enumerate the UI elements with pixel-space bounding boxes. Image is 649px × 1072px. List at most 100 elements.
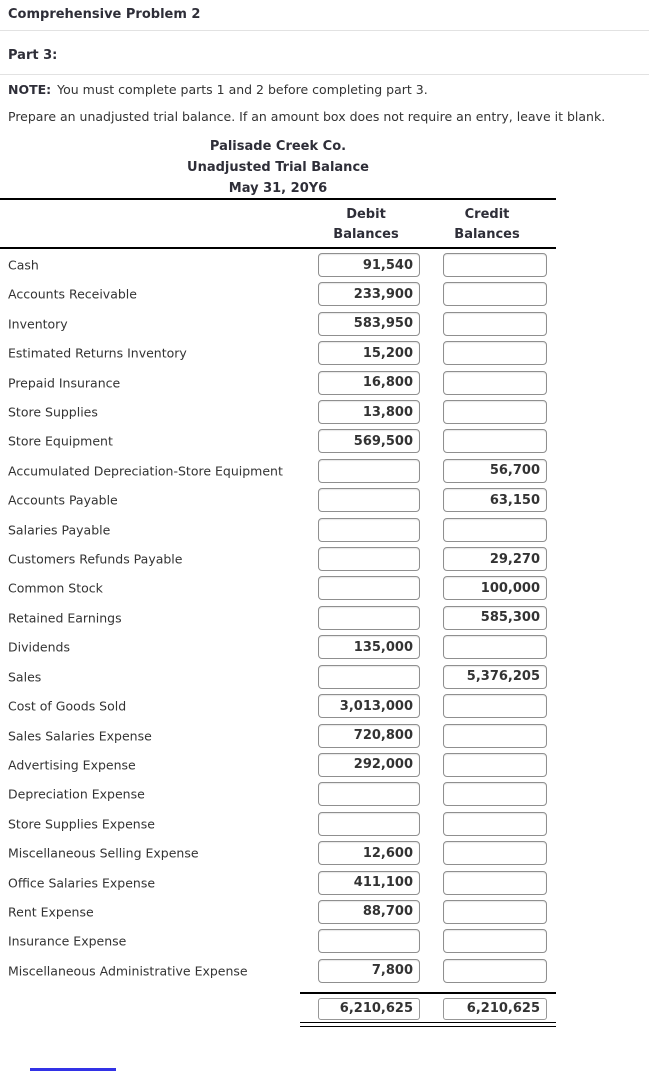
credit-input[interactable] [443,899,547,924]
debit-input[interactable] [318,576,420,601]
debit-input[interactable] [318,664,420,689]
credit-input[interactable] [443,664,547,689]
debit-input[interactable] [318,282,420,307]
credit-input[interactable] [443,429,547,454]
table-row: Sales Salaries Expense [0,723,556,753]
debit-input[interactable] [318,958,420,983]
section-divider [0,74,649,75]
debit-input[interactable] [318,488,420,513]
debit-input[interactable] [318,370,420,395]
credit-input[interactable] [443,929,547,954]
statement-company: Palisade Creek Co. [209,139,347,154]
debit-input[interactable] [318,341,420,366]
credit-input[interactable] [443,400,547,425]
debit-input[interactable] [318,782,420,807]
credit-input[interactable] [443,282,547,307]
credit-input[interactable] [443,547,547,572]
debit-input[interactable] [318,870,420,895]
table-row: Insurance Expense [0,929,556,958]
note-text: NOTE: You must complete parts 1 and 2 bef… [8,82,428,97]
account-label: Inventory [8,316,68,332]
rows: Cash Accounts Receivable Inventory Estim… [0,253,556,988]
table-row: Office Salaries Expense [0,870,556,900]
page-title: Comprehensive Problem 2 [8,7,201,22]
account-label: Depreciation Expense [8,786,145,802]
totals-double-rule [300,1022,556,1027]
account-label: Cost of Goods Sold [8,698,127,714]
account-label: Estimated Returns Inventory [8,345,187,361]
credit-input[interactable] [443,782,547,807]
credit-total-box: 6,210,625 [443,998,547,1020]
account-label: Insurance Expense [8,933,127,949]
debit-input[interactable] [318,458,420,483]
debit-input[interactable] [318,899,420,924]
account-label: Store Equipment [8,433,113,449]
account-label: Salaries Payable [8,522,111,538]
account-label: Miscellaneous Selling Expense [8,845,199,861]
debit-input[interactable] [318,723,420,748]
credit-input[interactable] [443,635,547,660]
debit-input[interactable] [318,517,420,542]
account-label: Sales Salaries Expense [8,728,152,743]
table-row: Store Supplies [0,400,556,429]
credit-input[interactable] [443,958,547,983]
table-row: Sales [0,664,556,694]
credit-input[interactable] [443,311,547,336]
credit-input[interactable] [443,811,547,836]
account-label: Accounts Payable [8,492,118,508]
credit-input[interactable] [443,605,547,630]
debit-input[interactable] [318,929,420,954]
credit-input[interactable] [443,370,547,395]
table-row: Estimated Returns Inventory [0,341,556,370]
table-row: Customers Refunds Payable [0,547,556,576]
table-row: Accounts Payable [0,488,556,517]
debit-input[interactable] [318,547,420,572]
account-label: Store Supplies Expense [8,816,155,832]
table-row: Inventory [0,311,556,341]
credit-input[interactable] [443,488,547,513]
table-row: Accounts Receivable [0,282,556,311]
account-label: Common Stock [8,580,103,596]
credit-input[interactable] [443,458,547,483]
table-row: Store Supplies Expense [0,811,556,841]
table-row: Advertising Expense [0,752,556,782]
debit-input[interactable] [318,811,420,836]
totals-top-rule [300,992,556,994]
note-label: NOTE: [8,82,52,97]
credit-input[interactable] [443,253,547,277]
table-row: Salaries Payable [0,517,556,547]
debit-input[interactable] [318,752,420,777]
debit-input[interactable] [318,311,420,336]
table-row: Miscellaneous Selling Expense [0,841,556,870]
account-label: Retained Earnings [8,610,122,626]
account-label: Customers Refunds Payable [8,551,183,567]
debit-column-header: Debit Balances [333,207,399,242]
credit-input[interactable] [443,841,547,866]
debit-input[interactable] [318,841,420,866]
table-row: Retained Earnings [0,605,556,635]
credit-input[interactable] [443,517,547,542]
table-header-rule [0,247,556,249]
account-label: Cash [8,257,39,273]
debit-input[interactable] [318,635,420,660]
account-label: Dividends [8,639,70,655]
credit-input[interactable] [443,870,547,895]
statement-title: Unadjusted Trial Balance [187,160,369,175]
part-heading: Part 3: [8,48,58,63]
debit-input[interactable] [318,253,420,277]
credit-column-header: Credit Balances [454,207,520,242]
account-label: Prepaid Insurance [8,375,121,391]
table-row: Cash [0,253,556,282]
debit-total-box: 6,210,625 [318,998,420,1020]
debit-input[interactable] [318,429,420,454]
debit-input[interactable] [318,694,420,719]
credit-input[interactable] [443,341,547,366]
debit-input[interactable] [318,605,420,630]
credit-input[interactable] [443,694,547,719]
credit-input[interactable] [443,752,547,777]
credit-input[interactable] [443,576,547,601]
debit-input[interactable] [318,400,420,425]
credit-input[interactable] [443,723,547,748]
account-label: Sales [8,669,42,685]
table-row: Store Equipment [0,429,556,458]
